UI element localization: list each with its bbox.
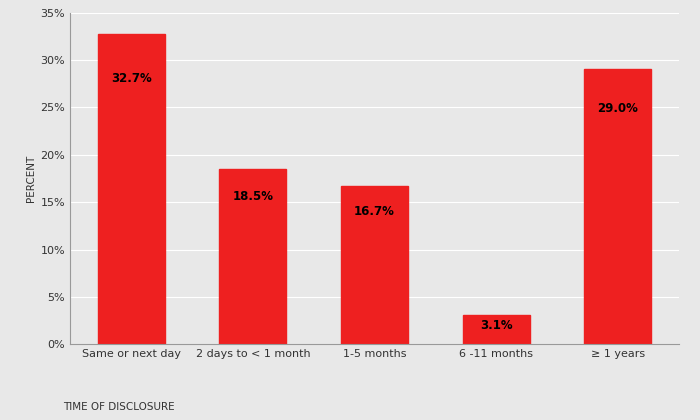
Text: 16.7%: 16.7% [354, 205, 395, 218]
Text: 3.1%: 3.1% [480, 318, 512, 331]
Bar [341, 186, 408, 344]
Text: 18.5%: 18.5% [232, 190, 273, 203]
Text: TIME OF DISCLOSURE: TIME OF DISCLOSURE [63, 402, 174, 412]
Y-axis label: PERCENT: PERCENT [26, 155, 36, 202]
Bar [219, 169, 286, 344]
Bar [98, 34, 164, 344]
Bar [463, 315, 530, 344]
Text: 29.0%: 29.0% [597, 102, 638, 116]
Bar [584, 69, 651, 344]
Text: 32.7%: 32.7% [111, 71, 151, 84]
